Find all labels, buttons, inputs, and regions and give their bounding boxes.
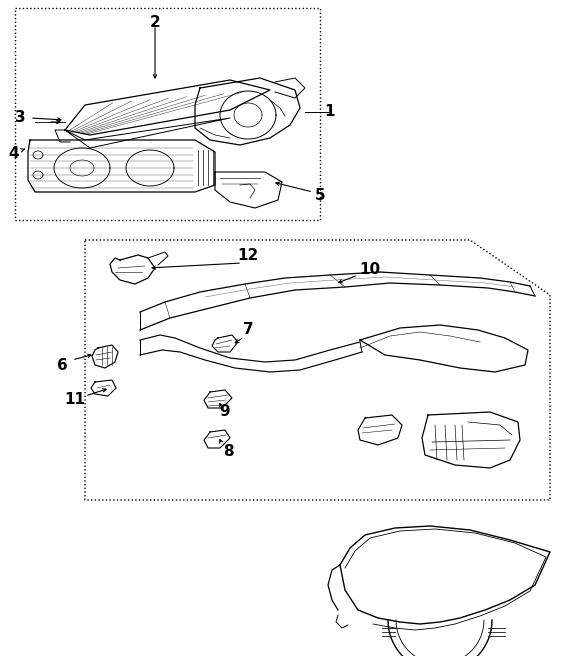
Text: 8: 8	[223, 445, 233, 459]
Bar	[15, 8, 320, 220]
Text: 1: 1	[325, 104, 335, 119]
Text: 5: 5	[315, 188, 325, 203]
Text: 2: 2	[149, 15, 160, 30]
Text: 3: 3	[15, 110, 26, 125]
Text: 12: 12	[237, 247, 258, 262]
Text: 9: 9	[220, 405, 230, 419]
Text: 4: 4	[9, 146, 19, 161]
Text: 10: 10	[360, 262, 381, 277]
Text: 7: 7	[243, 323, 253, 337]
Text: 6: 6	[57, 358, 68, 373]
Text: 11: 11	[65, 392, 86, 407]
